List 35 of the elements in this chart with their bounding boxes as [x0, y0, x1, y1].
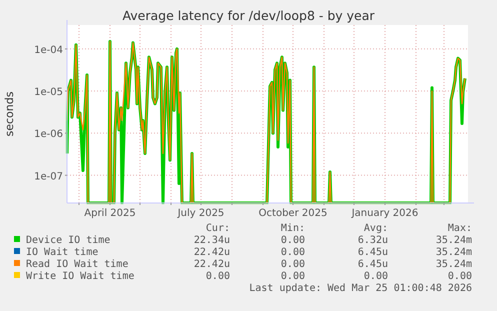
text: 0.00 — [280, 271, 305, 282]
text: 0.00 — [280, 247, 305, 258]
legend-label: IO Wait time — [26, 247, 98, 258]
text: 0.00 — [206, 271, 230, 282]
text: Min: — [280, 223, 305, 234]
text: Last update: Wed Mar 25 01:00:48 2026 — [249, 283, 472, 294]
x-tick-label: October 2025 — [258, 208, 328, 219]
text: 35.24m — [436, 235, 472, 246]
legend-label: Device IO time — [26, 235, 110, 246]
text: 6.32u — [358, 235, 388, 246]
x-tick-label: January 2026 — [350, 208, 418, 219]
text: 22.42u — [194, 259, 230, 270]
text: 22.42u — [194, 247, 230, 258]
text: 35.24m — [436, 259, 472, 270]
y-tick-label: 1e-04 — [34, 44, 63, 56]
text: Cur: — [206, 223, 230, 234]
text: Max: — [448, 223, 472, 234]
chart-title: Average latency for /dev/loop8 - by year — [122, 8, 376, 23]
y-axis-title: seconds — [3, 91, 16, 136]
text: 0.00 — [448, 271, 472, 282]
text: 0.00 — [280, 259, 305, 270]
y-tick-label: 1e-05 — [34, 87, 63, 98]
x-tick-label: April 2025 — [84, 208, 136, 219]
text: 0.00 — [364, 271, 388, 282]
text: 22.34u — [194, 235, 230, 246]
y-tick-label: 1e-06 — [34, 129, 63, 140]
legend-label: Read IO Wait time — [26, 259, 128, 270]
text: 35.24m — [436, 247, 472, 258]
text: Avg: — [364, 223, 388, 234]
text: 6.45u — [358, 259, 388, 270]
text: 0.00 — [280, 235, 305, 246]
text: 6.45u — [358, 247, 388, 258]
y-tick-label: 1e-07 — [34, 171, 63, 182]
legend-label: Write IO Wait time — [26, 271, 134, 282]
x-tick-label: July 2025 — [176, 208, 224, 219]
